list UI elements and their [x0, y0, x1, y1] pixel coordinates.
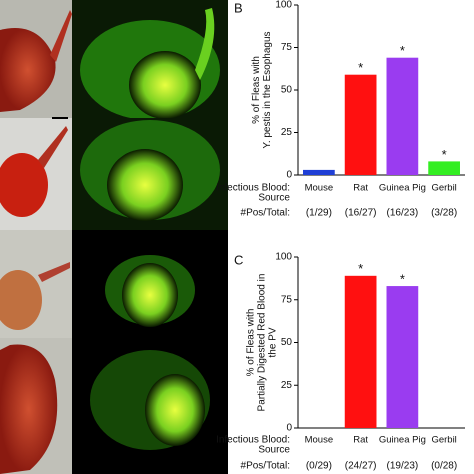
- micrographs: [0, 0, 228, 474]
- row-label: Infectious Blood:: [216, 183, 290, 194]
- image-shape: [145, 374, 205, 446]
- image-shape: [38, 126, 68, 168]
- x-tick-label: Guinea Pig: [379, 435, 426, 446]
- image-shape: [129, 51, 201, 119]
- image-shape: [0, 153, 48, 217]
- image-shape: [50, 10, 72, 62]
- bar: [386, 57, 419, 176]
- row-label: Infectious Blood:: [216, 435, 290, 446]
- y-tick-label: 75: [281, 294, 293, 305]
- significance-mark: *: [400, 43, 405, 58]
- y-tick-label: 25: [281, 127, 293, 138]
- y-tick-label: 25: [281, 380, 293, 391]
- significance-mark: *: [400, 272, 405, 287]
- total-label: (19/23): [387, 461, 419, 472]
- charts: B% of Fleas with Y. pestis in the Esophag…: [216, 0, 465, 472]
- image-shape: [122, 263, 178, 327]
- row-label: Source: [258, 193, 290, 204]
- x-tick-label: Gerbil: [431, 435, 456, 446]
- bar: [386, 286, 419, 428]
- row-label: Source: [258, 445, 290, 456]
- x-tick-label: Rat: [353, 435, 368, 446]
- bar: [344, 74, 377, 175]
- y-tick-label: 0: [286, 423, 292, 434]
- x-tick-label: Mouse: [305, 435, 334, 446]
- image-shape: [38, 262, 70, 282]
- x-tick-label: Guinea Pig: [379, 183, 426, 194]
- total-label: (1/29): [306, 208, 332, 219]
- x-tick-label: Gerbil: [431, 183, 456, 194]
- image-shape: [195, 8, 215, 80]
- significance-mark: *: [358, 60, 363, 75]
- y-tick-label: 100: [275, 0, 292, 11]
- total-label: (3/28): [431, 208, 457, 219]
- total-label: (24/27): [345, 461, 377, 472]
- x-tick-label: Mouse: [305, 183, 334, 194]
- bar: [344, 275, 377, 428]
- total-label: (16/23): [387, 208, 419, 219]
- bar: [428, 161, 460, 175]
- y-axis-label: the PV: [268, 327, 279, 357]
- y-axis-label: % of Fleas with: [251, 56, 262, 124]
- y-axis-label: Partially Digested Red Blood in: [257, 274, 268, 412]
- significance-mark: *: [442, 147, 447, 162]
- panel-label: B: [234, 0, 243, 15]
- x-tick-label: Rat: [353, 183, 368, 194]
- y-tick-label: 0: [286, 170, 292, 181]
- image-shape: [0, 270, 42, 330]
- y-tick-label: 50: [281, 337, 293, 348]
- total-label: (0/28): [431, 461, 457, 472]
- y-tick-label: 50: [281, 85, 293, 96]
- total-label: (16/27): [345, 208, 377, 219]
- significance-mark: *: [358, 261, 363, 276]
- image-shape: [107, 149, 183, 221]
- y-tick-label: 75: [281, 42, 293, 53]
- y-tick-label: 100: [275, 252, 292, 263]
- y-axis-label: Y. pestis in the Esophagus: [262, 31, 273, 148]
- y-axis-label: % of Fleas with: [246, 309, 257, 377]
- total-label: (0/29): [306, 461, 332, 472]
- image-shape: [0, 344, 58, 474]
- row-label: #Pos/Total:: [241, 208, 290, 219]
- row-label: #Pos/Total:: [241, 461, 290, 472]
- bar: [303, 169, 335, 175]
- panel-label: C: [234, 252, 243, 267]
- image-shape: [0, 28, 56, 112]
